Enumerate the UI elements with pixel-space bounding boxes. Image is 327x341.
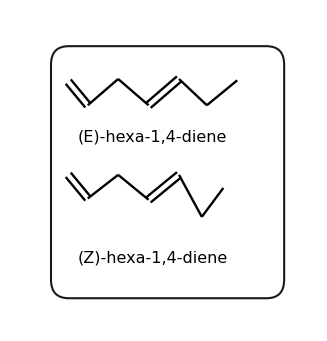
FancyBboxPatch shape — [51, 46, 284, 298]
Text: (Z)-hexa-1,4-diene: (Z)-hexa-1,4-diene — [77, 250, 228, 265]
Text: (E)-hexa-1,4-diene: (E)-hexa-1,4-diene — [78, 129, 227, 144]
